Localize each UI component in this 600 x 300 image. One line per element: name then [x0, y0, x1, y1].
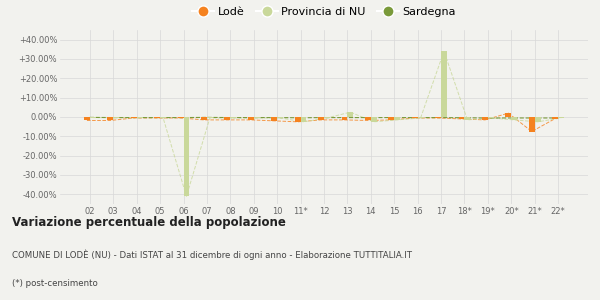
Bar: [90, 117, 96, 118]
Bar: [277, 117, 283, 118]
Bar: [412, 117, 418, 118]
Bar: [441, 51, 447, 117]
Bar: [113, 117, 119, 118]
Bar: [341, 117, 347, 120]
Bar: [184, 117, 190, 196]
Bar: [107, 117, 113, 121]
Bar: [388, 117, 394, 120]
Bar: [435, 117, 441, 118]
Bar: [371, 117, 377, 122]
Bar: [301, 117, 307, 122]
Bar: [535, 117, 541, 122]
Bar: [271, 117, 277, 121]
Bar: [84, 117, 90, 121]
Bar: [178, 117, 184, 118]
Bar: [324, 117, 330, 118]
Bar: [347, 112, 353, 117]
Bar: [224, 117, 230, 120]
Bar: [230, 117, 236, 118]
Bar: [137, 117, 143, 118]
Bar: [482, 117, 488, 120]
Bar: [254, 117, 260, 118]
Bar: [558, 117, 564, 118]
Bar: [295, 117, 301, 122]
Legend: Lodè, Provincia di NU, Sardegna: Lodè, Provincia di NU, Sardegna: [188, 2, 460, 21]
Bar: [505, 113, 511, 117]
Bar: [248, 117, 254, 120]
Bar: [458, 117, 464, 119]
Bar: [318, 117, 324, 120]
Bar: [131, 117, 137, 118]
Bar: [529, 117, 535, 131]
Bar: [464, 117, 470, 120]
Bar: [488, 117, 494, 118]
Bar: [207, 117, 213, 118]
Bar: [201, 117, 207, 120]
Text: COMUNE DI LODÈ (NU) - Dati ISTAT al 31 dicembre di ogni anno - Elaborazione TUTT: COMUNE DI LODÈ (NU) - Dati ISTAT al 31 d…: [12, 249, 412, 260]
Bar: [552, 117, 558, 118]
Text: (*) post-censimento: (*) post-censimento: [12, 279, 98, 288]
Text: Variazione percentuale della popolazione: Variazione percentuale della popolazione: [12, 216, 286, 229]
Bar: [418, 117, 424, 118]
Bar: [154, 117, 160, 118]
Bar: [365, 117, 371, 121]
Bar: [394, 117, 400, 120]
Bar: [511, 117, 517, 120]
Bar: [160, 117, 166, 118]
